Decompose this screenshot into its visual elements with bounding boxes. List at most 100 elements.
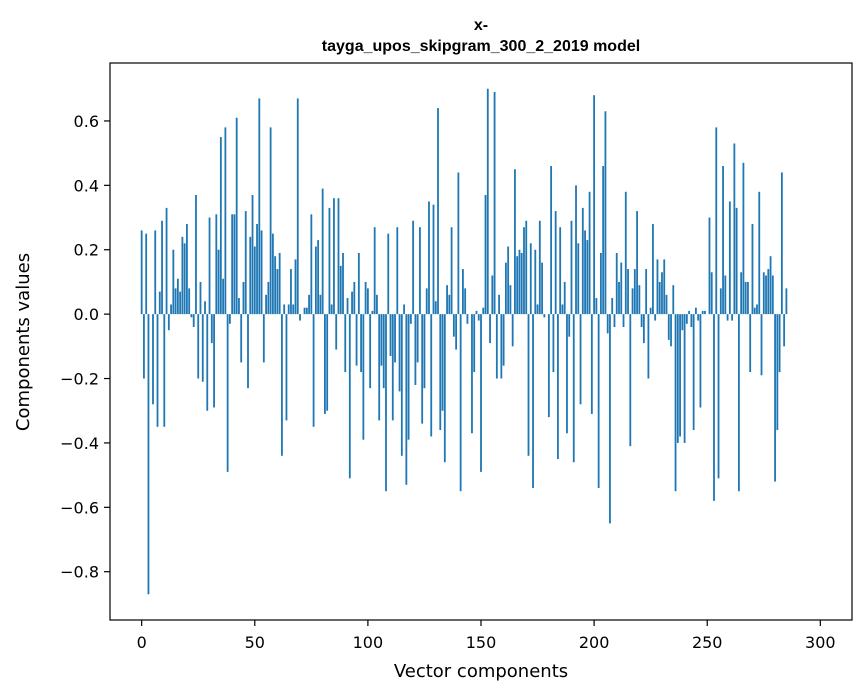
bar-14 [172,249,175,315]
bar-32 [213,314,215,408]
bar-214 [624,191,627,315]
x-axis-label: Vector components [394,661,568,682]
bar-55 [265,294,267,315]
bar-115 [400,314,403,456]
bar-208 [611,298,614,315]
bar-185 [559,227,562,315]
bar-257 [722,166,724,315]
bar-123 [419,227,421,315]
bar-223 [645,269,648,315]
bar-248 [701,310,704,315]
bar-53 [260,230,263,315]
bar-265 [740,272,743,315]
bar-149 [477,314,480,321]
bar-16 [176,278,179,315]
bar-96 [357,252,360,315]
x-tick-label: 0 [137,633,147,652]
bar-222 [642,314,645,344]
bar-272 [756,304,758,315]
bar-235 [672,285,675,315]
bar-135 [446,285,448,315]
bar-277 [767,269,770,315]
bar-107 [382,314,385,389]
bar-22 [190,314,193,318]
bar-155 [491,275,494,315]
bar-21 [188,288,191,315]
bar-163 [509,285,512,315]
bar-5 [152,314,154,405]
bar-39 [228,314,231,324]
y-tick-label: −0.6 [60,498,99,517]
bar-20 [186,223,188,315]
bar-139 [455,314,458,350]
bar-137 [450,227,453,315]
bar-99 [364,281,367,315]
bar-213 [622,314,625,328]
bar-74 [308,294,310,315]
bar-62 [281,314,283,456]
bar-75 [310,214,313,315]
bar-152 [484,195,487,315]
bar-169 [523,227,525,315]
bar-31 [210,314,213,344]
bar-224 [647,314,650,379]
bar-180 [547,314,550,418]
bar-233 [667,314,670,340]
bar-80 [321,188,324,315]
bar-97 [360,314,363,373]
bar-19 [183,243,186,315]
bar-83 [328,207,331,315]
bar-174 [534,249,537,315]
bar-164 [511,314,514,347]
bar-49 [251,195,254,315]
bar-87 [337,198,340,315]
bar-276 [765,275,767,315]
bar-271 [753,307,756,315]
bar-102 [371,310,374,315]
bar-63 [283,304,286,315]
bar-209 [613,314,616,328]
bar-200 [593,95,596,315]
bar-258 [724,275,727,315]
bar-79 [319,294,322,315]
bar-219 [636,211,638,315]
bar-17 [179,291,182,315]
bar-18 [181,236,184,315]
bar-177 [541,262,543,315]
bar-156 [493,91,496,315]
bar-191 [572,314,575,463]
bar-186 [561,304,564,315]
bar-140 [457,172,460,315]
bar-0 [140,230,143,315]
bar-132 [439,314,442,431]
bar-127 [428,201,430,315]
bar-193 [577,243,580,315]
x-tick-label: 300 [805,633,836,652]
bar-84 [330,304,333,315]
bar-151 [482,307,485,315]
bar-228 [656,259,659,315]
bar-104 [376,294,378,315]
bar-117 [405,314,408,485]
bar-100 [366,288,369,315]
bar-264 [737,314,740,492]
bar-94 [353,281,356,315]
bar-153 [486,88,489,315]
bar-188 [566,314,568,434]
bar-142 [462,269,464,315]
bar-201 [595,298,598,315]
bar-110 [389,314,392,356]
bar-10 [163,314,166,427]
x-tick-label: 50 [245,633,265,652]
bar-48 [249,236,252,315]
bar-273 [758,191,761,315]
bar-215 [627,269,629,315]
bar-275 [762,272,765,315]
bar-41 [233,214,236,315]
bar-282 [778,314,781,373]
bar-7 [156,314,159,427]
bar-283 [780,172,783,315]
y-tick-label: 0.0 [74,305,99,324]
bar-270 [751,223,754,315]
